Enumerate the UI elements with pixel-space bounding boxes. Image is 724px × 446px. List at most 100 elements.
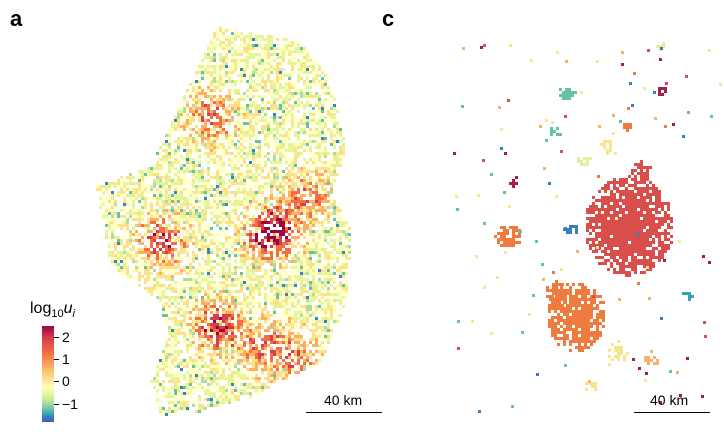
heatmap-cell xyxy=(249,203,252,206)
heatmap-cell xyxy=(249,74,252,77)
heatmap-cell xyxy=(213,377,216,380)
heatmap-cell xyxy=(324,308,327,311)
heatmap-cell xyxy=(162,257,165,260)
heatmap-cell xyxy=(216,257,219,260)
heatmap-cell xyxy=(282,227,285,230)
heatmap-cell xyxy=(216,170,219,173)
heatmap-cell xyxy=(195,149,198,152)
heatmap-cell xyxy=(195,176,198,179)
heatmap-cell xyxy=(168,269,171,272)
heatmap-cell xyxy=(150,206,153,209)
heatmap-cell xyxy=(192,359,195,362)
heatmap-cell xyxy=(159,269,162,272)
heatmap-cell xyxy=(261,224,264,227)
heatmap-cell xyxy=(147,254,150,257)
heatmap-cell xyxy=(174,290,177,293)
heatmap-cell xyxy=(120,194,123,197)
heatmap-cell xyxy=(186,299,189,302)
heatmap-cell xyxy=(237,122,240,125)
heatmap-cell xyxy=(207,335,210,338)
heatmap-cell xyxy=(198,185,201,188)
heatmap-cell xyxy=(174,266,177,269)
heatmap-cell xyxy=(159,284,162,287)
heatmap-cell xyxy=(243,134,246,137)
heatmap-cell xyxy=(264,161,267,164)
heatmap-cell xyxy=(285,74,288,77)
heatmap-cell xyxy=(246,65,249,68)
heatmap-cell xyxy=(165,305,168,308)
heatmap-cell xyxy=(240,344,243,347)
heatmap-cell xyxy=(210,50,213,53)
heatmap-cell xyxy=(222,329,225,332)
heatmap-cell xyxy=(192,293,195,296)
heatmap-cell xyxy=(207,227,210,230)
heatmap-cell xyxy=(270,131,273,134)
heatmap-cell xyxy=(210,92,213,95)
heatmap-cell xyxy=(168,197,171,200)
heatmap-cell xyxy=(279,143,282,146)
heatmap-cell xyxy=(243,341,246,344)
heatmap-cell xyxy=(168,374,171,377)
heatmap-cell xyxy=(264,140,267,143)
heatmap-cell xyxy=(207,110,210,113)
heatmap-cell xyxy=(243,179,246,182)
heatmap-cell xyxy=(294,86,297,89)
heatmap-cell xyxy=(210,38,213,41)
heatmap-cell xyxy=(129,173,132,176)
heatmap-cell xyxy=(234,362,237,365)
heatmap-cell xyxy=(288,308,291,311)
heatmap-cell xyxy=(222,275,225,278)
heatmap-cell xyxy=(273,53,276,56)
heatmap-cell xyxy=(219,125,222,128)
heatmap-cell xyxy=(225,197,228,200)
heatmap-cell xyxy=(216,65,219,68)
heatmap-cell xyxy=(243,110,246,113)
heatmap-cell xyxy=(291,338,294,341)
heatmap-cell xyxy=(231,209,234,212)
heatmap-cell xyxy=(297,188,300,191)
heatmap-cell xyxy=(171,182,174,185)
heatmap-cell xyxy=(150,293,153,296)
heatmap-cell xyxy=(204,185,207,188)
heatmap-cell xyxy=(282,365,285,368)
heatmap-cell xyxy=(273,341,276,344)
heatmap-cell xyxy=(255,380,258,383)
heatmap-cell xyxy=(120,224,123,227)
heatmap-cell xyxy=(237,260,240,263)
heatmap-cell xyxy=(189,308,192,311)
heatmap-cell xyxy=(321,206,324,209)
heatmap-cell xyxy=(216,113,219,116)
heatmap-cell xyxy=(147,263,150,266)
heatmap-cell xyxy=(240,113,243,116)
heatmap-cell xyxy=(312,209,315,212)
heatmap-cell xyxy=(216,146,219,149)
heatmap-cell xyxy=(321,329,324,332)
heatmap-cell xyxy=(195,131,198,134)
heatmap-cell xyxy=(294,362,297,365)
heatmap-cell xyxy=(258,107,261,110)
heatmap-cell xyxy=(261,131,264,134)
heatmap-cell xyxy=(213,392,216,395)
heatmap-cell xyxy=(219,161,222,164)
heatmap-cell xyxy=(252,359,255,362)
heatmap-cell xyxy=(258,173,261,176)
heatmap-cell xyxy=(204,230,207,233)
heatmap-cell xyxy=(171,257,174,260)
heatmap-cell xyxy=(318,122,321,125)
heatmap-cell xyxy=(216,353,219,356)
heatmap-cell xyxy=(261,218,264,221)
heatmap-cell xyxy=(183,170,186,173)
heatmap-cell xyxy=(216,191,219,194)
heatmap-cell xyxy=(273,377,276,380)
heatmap-cell xyxy=(210,56,213,59)
heatmap-cell xyxy=(309,65,312,68)
heatmap-cell xyxy=(216,176,219,179)
heatmap-cell xyxy=(267,299,270,302)
heatmap-cell xyxy=(198,179,201,182)
heatmap-cell xyxy=(237,326,240,329)
heatmap-cell xyxy=(141,173,144,176)
heatmap-cell xyxy=(171,404,174,407)
heatmap-cell xyxy=(213,194,216,197)
heatmap-cell xyxy=(168,182,171,185)
heatmap-cell xyxy=(279,107,282,110)
